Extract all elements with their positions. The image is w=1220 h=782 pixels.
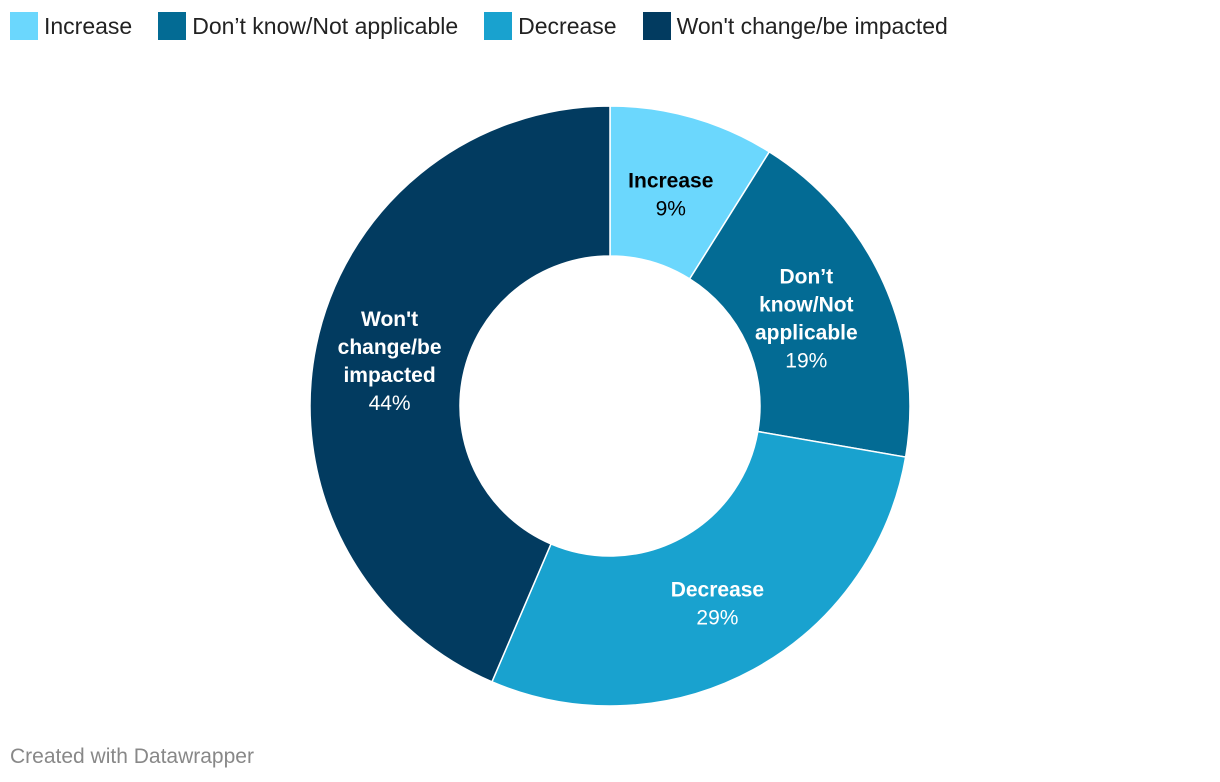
slice-label-name-wont-change: change/be: [338, 336, 442, 359]
slice-label-dont-know: Don’t know/Not applicable 19%: [755, 265, 858, 372]
slice-label-name-wont-change: Won't: [361, 308, 418, 331]
legend-item-increase: Increase: [10, 12, 132, 40]
legend-label-dont-know: Don’t know/Not applicable: [192, 12, 459, 39]
footer-credit: Created with Datawrapper: [10, 745, 254, 768]
legend-item-decrease: Decrease: [484, 12, 617, 40]
legend-swatch-dont-know: [158, 12, 187, 40]
legend-swatch-decrease: [484, 12, 513, 40]
slice-label-wont-change: Won't change/be impacted 44%: [338, 308, 442, 415]
slice-label-increase: Increase 9%: [628, 170, 713, 221]
chart-legend: Increase Don’t know/Not applicable Decre…: [10, 12, 948, 40]
slice-wont-change: [309, 105, 611, 683]
slice-label-name-decrease: Decrease: [671, 579, 764, 602]
slice-decrease: [490, 430, 907, 707]
slice-label-name-dont-know: know/Not: [759, 293, 854, 316]
legend-item-dont-know: Don’t know/Not applicable: [158, 12, 458, 40]
slice-value-decrease: 29%: [696, 607, 738, 630]
legend-item-wont-change: Won't change/be impacted: [642, 12, 948, 40]
legend-label-wont-change: Won't change/be impacted: [676, 12, 948, 39]
slice-label-name-dont-know: applicable: [755, 321, 858, 344]
slice-value-dont-know: 19%: [785, 349, 827, 372]
slice-dont-know: [688, 150, 911, 458]
legend-label-decrease: Decrease: [518, 12, 617, 39]
legend-swatch-wont-change: [642, 12, 671, 40]
slice-label-name-wont-change: impacted: [343, 364, 435, 387]
slice-label-decrease: Decrease 29%: [671, 579, 764, 630]
legend-label-increase: Increase: [44, 12, 133, 39]
slice-value-increase: 9%: [656, 198, 686, 221]
legend-swatch-increase: [10, 12, 38, 40]
slice-value-wont-change: 44%: [369, 392, 411, 415]
slice-label-name-increase: Increase: [628, 170, 713, 193]
slice-label-name-dont-know: Don’t: [779, 265, 833, 288]
